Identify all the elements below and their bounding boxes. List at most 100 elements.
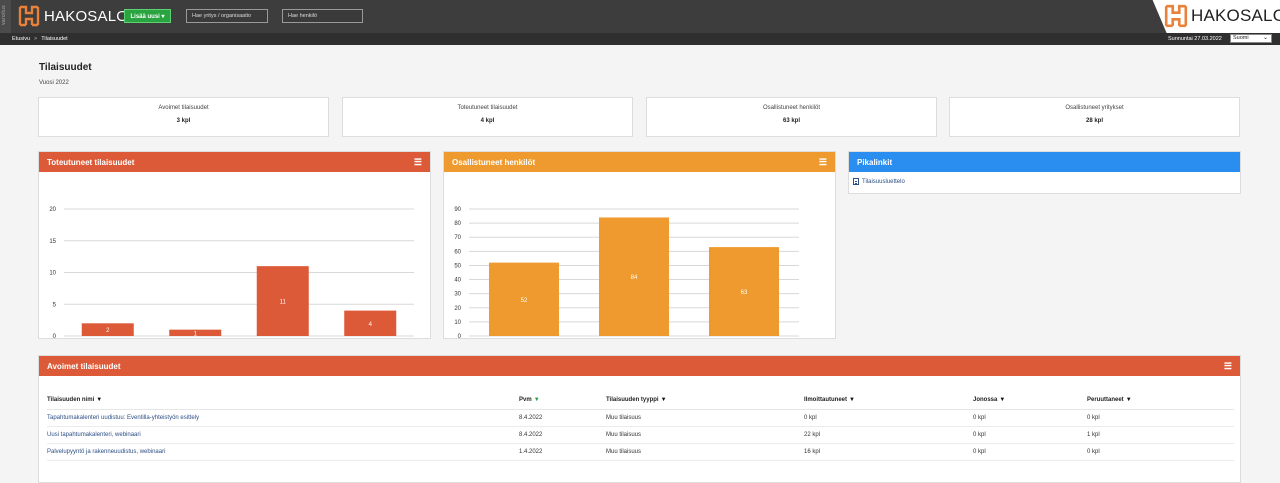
event-name-link[interactable]: Uusi tapahtumakalenteri, webinaari	[47, 426, 519, 444]
stat-value: 28 kpl	[1085, 118, 1103, 124]
menu-icon[interactable]: ☰	[818, 156, 827, 167]
page-title: Tilaisuudet	[39, 62, 92, 73]
data-label: 52	[521, 298, 528, 304]
data-label: 2	[106, 328, 110, 334]
event-name-link[interactable]: Tapahtumakalenteri uudistuu: Eventilla-y…	[47, 409, 519, 427]
column-header[interactable]: Tilaisuuden nimi ▼	[47, 392, 519, 410]
y-tick-label: 10	[454, 320, 461, 326]
column-header[interactable]: Tilaisuuden tyyppi ▼	[606, 392, 804, 410]
open-events-panel: Avoimet tilaisuudet ☰ Tilaisuuden nimi ▼ P…	[38, 355, 1241, 483]
panel-header: Osallistuneet henkilöt ☰	[444, 152, 835, 172]
event-name-link[interactable]: Palvelupyyntö ja rakenneuudistus, webina…	[47, 443, 519, 461]
table-cell: 0 kpl	[804, 409, 973, 427]
stat-card-completed-events: Toteutuneet tilaisuudet 4 kpl	[342, 97, 633, 137]
sort-icon[interactable]: ▼	[999, 397, 1006, 404]
menu-icon[interactable]: ☰	[413, 156, 422, 167]
table-row[interactable]: Uusi tapahtumakalenteri, webinaari 8.4.20…	[47, 426, 1234, 444]
column-header[interactable]: Peruuttaneet ▼	[1087, 392, 1234, 410]
page-subtitle: Vuosi 2022	[39, 80, 69, 86]
stat-label: Avoimet tilaisuudet	[158, 105, 209, 111]
bar	[81, 323, 134, 336]
quick-link-label: Tilaisuusluettelo	[862, 178, 905, 185]
bar	[599, 217, 669, 336]
table-cell: 0 kpl	[1087, 409, 1234, 427]
column-header-label: Tilaisuuden tyyppi	[606, 397, 659, 404]
hakosalo-logo-icon	[1164, 4, 1188, 28]
y-tick-label: 0	[53, 334, 57, 338]
side-strip[interactable]: varoitus	[0, 0, 11, 33]
column-header-label: Tilaisuuden nimi	[47, 397, 95, 404]
hakosalo-logo-icon	[18, 5, 40, 27]
stat-card-participants: Osallistuneet henkilöt 63 kpl	[646, 97, 937, 137]
column-header[interactable]: Jonossa ▼	[973, 392, 1087, 410]
stat-label: Toteutuneet tilaisuudet	[457, 105, 518, 111]
y-tick-label: 10	[49, 271, 56, 277]
current-date: Sunnuntai 27.03.2022	[1168, 36, 1222, 42]
brand[interactable]: HAKOSALO	[18, 5, 128, 27]
person-search-input[interactable]	[282, 9, 363, 23]
breadcrumb: Etusivu > Tilaisuudet	[12, 36, 68, 42]
participants-chart: 0102030405060708090522019842021632022	[454, 207, 799, 338]
document-icon	[853, 178, 859, 185]
y-tick-label: 20	[454, 306, 461, 312]
column-header-label: Ilmoittautuneet	[804, 397, 847, 404]
table-cell: Muu tilaisuus	[606, 426, 804, 444]
table-cell: 0 kpl	[973, 426, 1087, 444]
bar	[344, 310, 397, 336]
y-tick-label: 15	[49, 239, 56, 245]
sort-icon[interactable]: ▼	[660, 397, 667, 404]
data-label: 4	[369, 322, 373, 328]
logo-tab[interactable]: HAKOSALO	[1140, 0, 1280, 33]
table-cell: 0 kpl	[973, 409, 1087, 427]
table-row[interactable]: Palvelupyyntö ja rakenneuudistus, webina…	[47, 443, 1234, 461]
bar	[489, 262, 559, 336]
table-body: Tapahtumakalenteri uudistuu: Eventilla-y…	[47, 409, 1234, 461]
stat-card-open-events: Avoimet tilaisuudet 3 kpl	[38, 97, 329, 137]
y-tick-label: 0	[458, 334, 462, 338]
top-bar: varoitus HAKOSALO Lisää uusi ▾ HAKOSALO	[0, 0, 1280, 33]
bar	[169, 329, 222, 336]
table-row[interactable]: Tapahtumakalenteri uudistuu: Eventilla-y…	[47, 409, 1234, 427]
y-tick-label: 30	[454, 292, 461, 298]
y-tick-label: 20	[49, 207, 56, 213]
organization-search-input[interactable]	[186, 9, 268, 23]
quick-links-panel: Pikalinkit Tilaisuusluettelo	[848, 151, 1241, 194]
column-header-label: Peruuttaneet	[1087, 397, 1124, 404]
y-tick-label: 60	[454, 249, 461, 255]
language-value: Suomi	[1233, 35, 1249, 41]
add-new-button[interactable]: Lisää uusi ▾	[124, 9, 171, 23]
table-cell: Muu tilaisuus	[606, 443, 804, 461]
table-cell: 16 kpl	[804, 443, 973, 461]
panel-title: Osallistuneet henkilöt	[452, 157, 536, 167]
participants-panel: Osallistuneet henkilöt ☰ 0 10 20 30 40 50 60 70…	[443, 151, 836, 339]
panel-title: Toteutuneet tilaisuudet	[47, 157, 135, 167]
menu-icon[interactable]: ☰	[1223, 360, 1232, 371]
table-cell: 1.4.2022	[519, 443, 606, 461]
breadcrumb-home-link[interactable]: Etusivu	[12, 36, 31, 42]
sort-icon[interactable]: ▼	[849, 397, 855, 404]
y-tick-label: 50	[454, 263, 461, 269]
column-header[interactable]: Ilmoittautuneet ▼	[804, 392, 973, 410]
table-cell: 8.4.2022	[519, 426, 606, 444]
quick-link-event-list[interactable]: Tilaisuusluettelo	[849, 172, 1240, 191]
sort-icon[interactable]: ▼	[533, 397, 540, 404]
panel-header: Pikalinkit	[849, 152, 1240, 172]
y-tick-label: 5	[53, 302, 57, 308]
completed-events-panel: Toteutuneet tilaisuudet ☰ 05101520220191…	[38, 151, 431, 339]
table-cell: 22 kpl	[804, 426, 973, 444]
data-label: 84	[631, 275, 638, 281]
chevron-down-icon: ⌄	[1262, 35, 1268, 41]
bar	[709, 247, 779, 336]
sort-icon[interactable]: ▼	[1125, 397, 1132, 404]
bar	[256, 266, 309, 336]
stat-card-companies: Osallistuneet yritykset 28 kpl	[949, 97, 1240, 137]
table-cell: 1 kpl	[1087, 426, 1234, 444]
table-cell: 8.4.2022	[519, 409, 606, 427]
stat-value: 3 kpl	[176, 118, 191, 124]
column-header[interactable]: Pvm ▼	[519, 392, 606, 410]
sort-icon[interactable]: ▼	[96, 397, 103, 404]
y-tick-label: 80	[454, 221, 461, 227]
stat-label: Osallistuneet yritykset	[1065, 105, 1124, 111]
y-tick-label: 40	[454, 278, 461, 284]
language-select[interactable]: Suomi ⌄	[1230, 34, 1272, 43]
